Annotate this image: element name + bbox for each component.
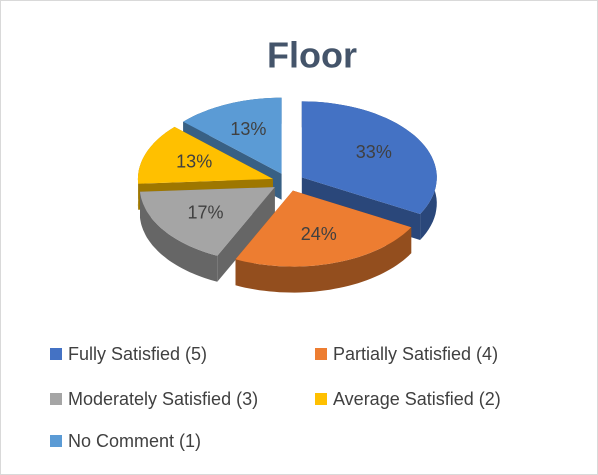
data-label: 33% (356, 142, 392, 162)
slice-wall (235, 227, 412, 293)
data-label: 13% (230, 119, 266, 139)
slice (235, 190, 412, 293)
legend-label: Moderately Satisfied (3) (68, 389, 258, 409)
legend-swatch (50, 393, 62, 405)
legend-swatch (50, 435, 62, 447)
slice-wall (140, 191, 218, 282)
data-label: 17% (188, 202, 224, 222)
legend-label: Average Satisfied (2) (333, 389, 501, 409)
legend-swatch (315, 393, 327, 405)
slice-top (301, 101, 437, 214)
legend-swatch (50, 348, 62, 360)
slice-top (137, 126, 273, 184)
legend-label: No Comment (1) (68, 431, 201, 451)
chart-title: Floor (267, 35, 357, 76)
slice-top (183, 97, 282, 174)
data-label: 24% (301, 224, 337, 244)
legend-label: Fully Satisfied (5) (68, 344, 207, 364)
data-label: 13% (176, 152, 212, 172)
slice (140, 187, 275, 282)
legend-label: Partially Satisfied (4) (333, 344, 498, 364)
slice-top (235, 190, 412, 267)
slice-top (140, 187, 275, 256)
legend-swatch (315, 348, 327, 360)
